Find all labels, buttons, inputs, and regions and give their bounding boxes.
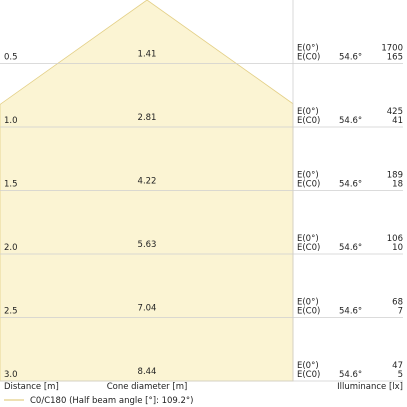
e0-value: 106 <box>387 234 403 244</box>
e0-value: 68 <box>392 298 403 308</box>
distance-axis-label: Distance [m] <box>4 382 59 392</box>
e0-label: E(0°) <box>297 171 319 181</box>
half-angle-value: 54.6° <box>339 307 362 317</box>
e0-label: E(0°) <box>297 298 319 308</box>
ec0-value: 18 <box>392 180 403 190</box>
ec0-value: 7 <box>398 307 403 317</box>
legend-label: C0/C180 (Half beam angle [°]: 109.2°) <box>30 396 194 406</box>
ec0-label: E(C0) <box>297 116 320 126</box>
ec0-label: E(C0) <box>297 243 320 253</box>
ec0-value: 41 <box>392 116 403 126</box>
cone-diameter-value: 5.63 <box>138 240 157 250</box>
distance-value: 2.0 <box>4 243 18 253</box>
e0-value: 425 <box>387 107 403 117</box>
half-angle-value: 54.6° <box>339 243 362 253</box>
half-angle-value: 54.6° <box>339 116 362 126</box>
e0-label: E(0°) <box>297 44 319 54</box>
e0-label: E(0°) <box>297 107 319 117</box>
cone-diameter-value: 2.81 <box>138 113 157 123</box>
e0-value: 47 <box>392 361 403 371</box>
e0-value: 1700 <box>381 44 403 54</box>
half-angle-value: 54.6° <box>339 53 362 63</box>
e0-label: E(0°) <box>297 361 319 371</box>
ec0-label: E(C0) <box>297 180 320 190</box>
e0-label: E(0°) <box>297 234 319 244</box>
distance-value: 3.0 <box>4 370 18 380</box>
cone-diameter-value: 7.04 <box>138 304 157 314</box>
half-angle-value: 54.6° <box>339 180 362 190</box>
ec0-value: 10 <box>392 243 403 253</box>
distance-value: 2.5 <box>4 307 18 317</box>
distance-value: 0.5 <box>4 53 18 63</box>
distance-value: 1.5 <box>4 180 18 190</box>
ec0-value: 5 <box>398 370 403 380</box>
ec0-label: E(C0) <box>297 307 320 317</box>
half-angle-value: 54.6° <box>339 370 362 380</box>
ec0-label: E(C0) <box>297 53 320 63</box>
distance-value: 1.0 <box>4 116 18 126</box>
illuminance-axis-label: Illuminance [lx] <box>337 382 403 392</box>
cone-diameter-value: 8.44 <box>138 367 157 377</box>
ec0-value: 165 <box>387 53 403 63</box>
cone-diameter-value: 4.22 <box>138 177 157 187</box>
ec0-label: E(C0) <box>297 370 320 380</box>
cone-diameter-label: Cone diameter [m] <box>107 382 188 392</box>
grid-lines <box>0 0 403 382</box>
cone-diameter-value: 1.41 <box>138 50 157 60</box>
e0-value: 189 <box>387 171 403 181</box>
